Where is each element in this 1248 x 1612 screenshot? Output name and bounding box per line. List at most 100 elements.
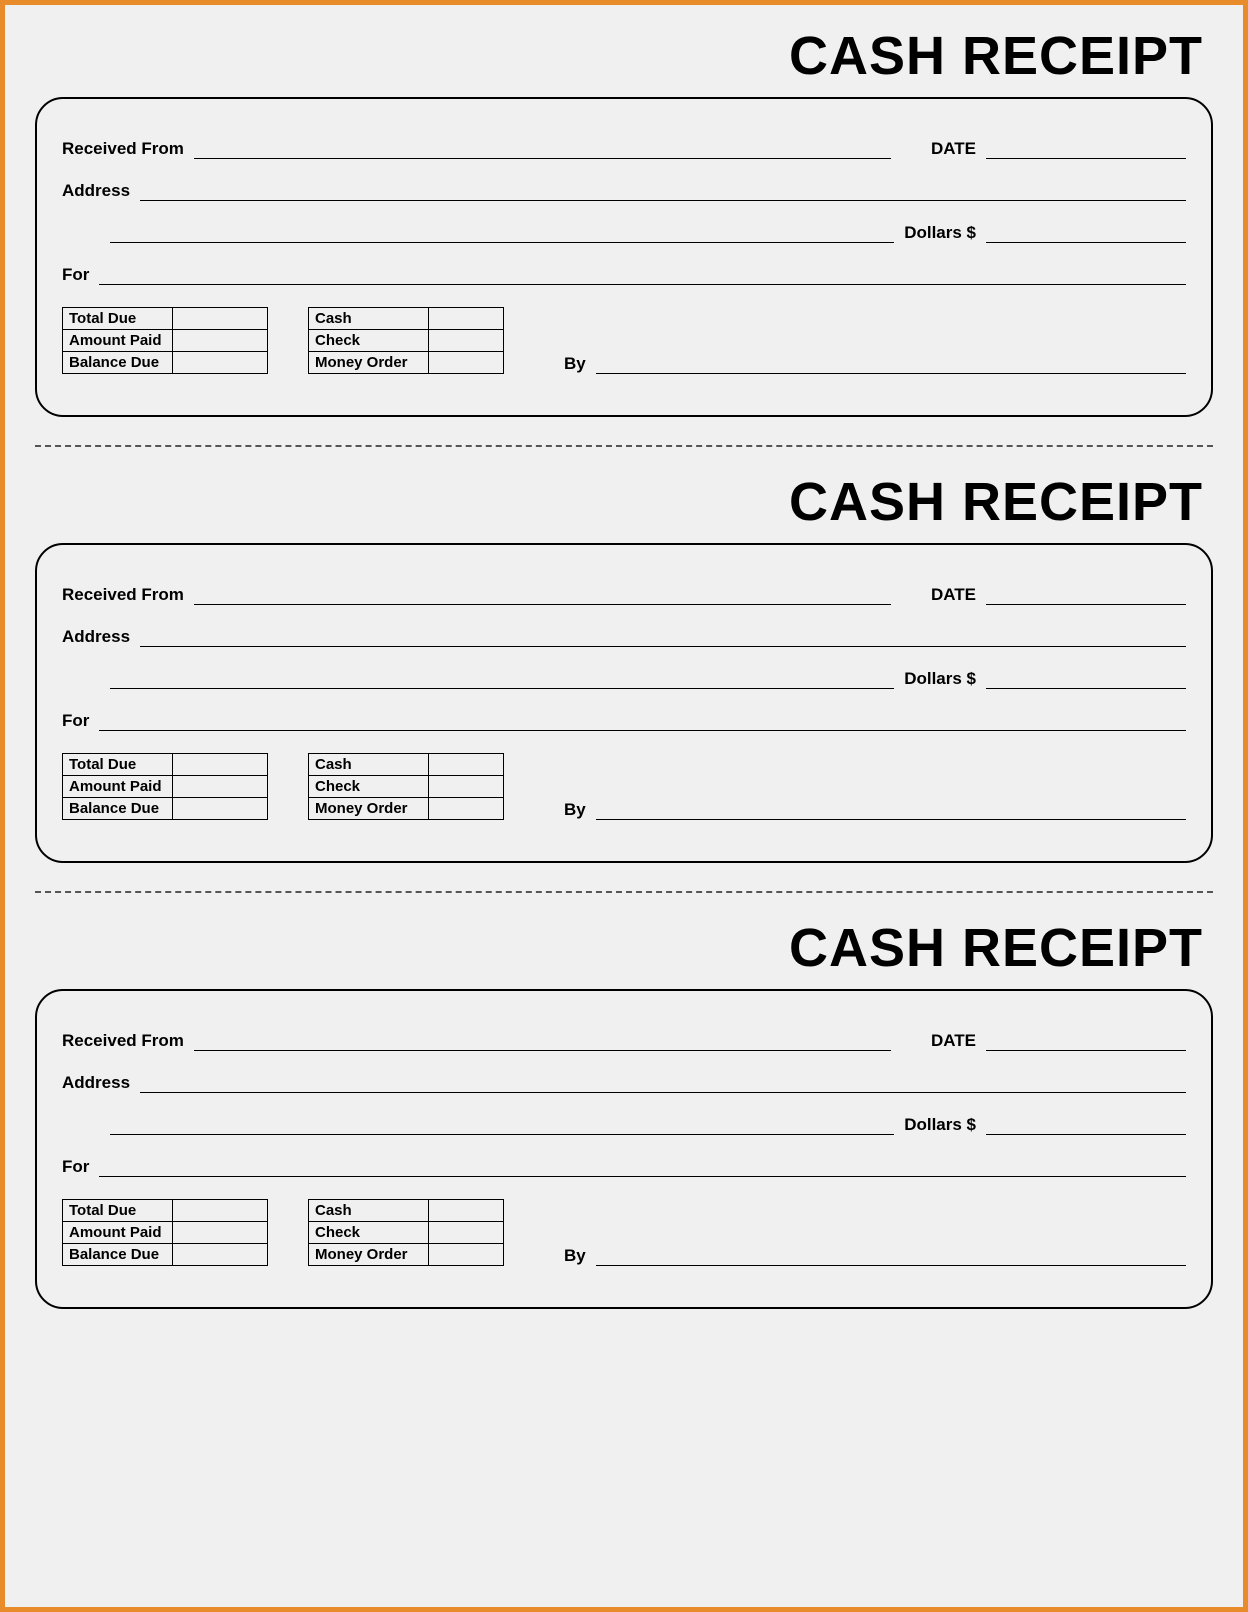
- for-line[interactable]: [99, 284, 1186, 285]
- by-line[interactable]: [596, 1265, 1186, 1266]
- table-row: Money Order: [309, 798, 504, 820]
- received-from-label: Received From: [62, 585, 194, 605]
- received-from-line[interactable]: [194, 1050, 891, 1051]
- date-line[interactable]: [986, 1050, 1186, 1051]
- payment-table: Cash Check Money Order: [308, 1199, 504, 1266]
- amount-paid-label: Amount Paid: [63, 776, 173, 798]
- cash-value[interactable]: [429, 308, 504, 330]
- date-group: DATE: [931, 1031, 1186, 1051]
- receipt-box: Received From DATE Address Dollars $ For: [35, 543, 1213, 863]
- dollars-value-line[interactable]: [986, 688, 1186, 689]
- table-row: Money Order: [309, 1244, 504, 1266]
- table-row: Check: [309, 776, 504, 798]
- table-row: Amount Paid: [63, 330, 268, 352]
- received-from-line[interactable]: [194, 158, 891, 159]
- table-row: Amount Paid: [63, 776, 268, 798]
- money-order-label: Money Order: [309, 798, 429, 820]
- amount-paid-value[interactable]: [173, 330, 268, 352]
- by-label: By: [564, 1246, 596, 1266]
- dollars-row: Dollars $: [110, 223, 1186, 243]
- for-line[interactable]: [99, 1176, 1186, 1177]
- table-row: Cash: [309, 754, 504, 776]
- balance-due-value[interactable]: [173, 798, 268, 820]
- receipt-box: Received From DATE Address Dollars $ For: [35, 989, 1213, 1309]
- address-row: Address: [62, 1073, 1186, 1093]
- money-order-value[interactable]: [429, 352, 504, 374]
- amount-paid-label: Amount Paid: [63, 1222, 173, 1244]
- table-row: Balance Due: [63, 1244, 268, 1266]
- receipt-2: CASH RECEIPT Received From DATE Address …: [35, 471, 1213, 863]
- for-row: For: [62, 1157, 1186, 1177]
- received-from-line[interactable]: [194, 604, 891, 605]
- check-value[interactable]: [429, 330, 504, 352]
- address-label: Address: [62, 627, 140, 647]
- total-due-label: Total Due: [63, 308, 173, 330]
- total-due-value[interactable]: [173, 754, 268, 776]
- payment-table: Cash Check Money Order: [308, 307, 504, 374]
- dollars-amount-line[interactable]: [110, 1134, 894, 1135]
- table-row: Total Due: [63, 308, 268, 330]
- for-line[interactable]: [99, 730, 1186, 731]
- by-group: By: [564, 1246, 1186, 1266]
- balance-due-label: Balance Due: [63, 352, 173, 374]
- address-line[interactable]: [140, 646, 1186, 647]
- payment-table: Cash Check Money Order: [308, 753, 504, 820]
- cash-value[interactable]: [429, 754, 504, 776]
- table-row: Balance Due: [63, 798, 268, 820]
- dollars-amount-line[interactable]: [110, 688, 894, 689]
- amount-paid-value[interactable]: [173, 776, 268, 798]
- amount-table: Total Due Amount Paid Balance Due: [62, 307, 268, 374]
- dollars-amount-line[interactable]: [110, 242, 894, 243]
- address-line[interactable]: [140, 200, 1186, 201]
- address-row: Address: [62, 627, 1186, 647]
- table-row: Cash: [309, 308, 504, 330]
- date-group: DATE: [931, 139, 1186, 159]
- total-due-label: Total Due: [63, 1200, 173, 1222]
- separator-2: [35, 891, 1213, 893]
- separator-1: [35, 445, 1213, 447]
- by-group: By: [564, 800, 1186, 820]
- receipt-1: CASH RECEIPT Received From DATE Address …: [35, 25, 1213, 417]
- for-label: For: [62, 711, 99, 731]
- page-container: CASH RECEIPT Received From DATE Address …: [0, 0, 1248, 1612]
- amount-paid-value[interactable]: [173, 1222, 268, 1244]
- received-from-label: Received From: [62, 1031, 194, 1051]
- balance-due-value[interactable]: [173, 1244, 268, 1266]
- by-line[interactable]: [596, 819, 1186, 820]
- table-row: Cash: [309, 1200, 504, 1222]
- money-order-value[interactable]: [429, 1244, 504, 1266]
- received-from-row: Received From DATE: [62, 585, 1186, 605]
- date-label: DATE: [931, 139, 986, 159]
- table-row: Check: [309, 1222, 504, 1244]
- table-row: Total Due: [63, 1200, 268, 1222]
- by-line[interactable]: [596, 373, 1186, 374]
- total-due-value[interactable]: [173, 308, 268, 330]
- money-order-label: Money Order: [309, 1244, 429, 1266]
- address-line[interactable]: [140, 1092, 1186, 1093]
- cash-label: Cash: [309, 1200, 429, 1222]
- balance-due-value[interactable]: [173, 352, 268, 374]
- table-row: Money Order: [309, 352, 504, 374]
- dollars-value-line[interactable]: [986, 1134, 1186, 1135]
- date-line[interactable]: [986, 158, 1186, 159]
- table-row: Total Due: [63, 754, 268, 776]
- dollars-value-line[interactable]: [986, 242, 1186, 243]
- by-label: By: [564, 354, 596, 374]
- amount-paid-label: Amount Paid: [63, 330, 173, 352]
- check-label: Check: [309, 1222, 429, 1244]
- table-row: Check: [309, 330, 504, 352]
- cash-label: Cash: [309, 754, 429, 776]
- check-value[interactable]: [429, 1222, 504, 1244]
- cash-value[interactable]: [429, 1200, 504, 1222]
- receipt-title: CASH RECEIPT: [35, 917, 1213, 979]
- for-label: For: [62, 1157, 99, 1177]
- date-label: DATE: [931, 585, 986, 605]
- address-label: Address: [62, 181, 140, 201]
- date-line[interactable]: [986, 604, 1186, 605]
- receipt-3: CASH RECEIPT Received From DATE Address …: [35, 917, 1213, 1309]
- receipt-title: CASH RECEIPT: [35, 25, 1213, 87]
- money-order-value[interactable]: [429, 798, 504, 820]
- total-due-value[interactable]: [173, 1200, 268, 1222]
- check-value[interactable]: [429, 776, 504, 798]
- for-row: For: [62, 711, 1186, 731]
